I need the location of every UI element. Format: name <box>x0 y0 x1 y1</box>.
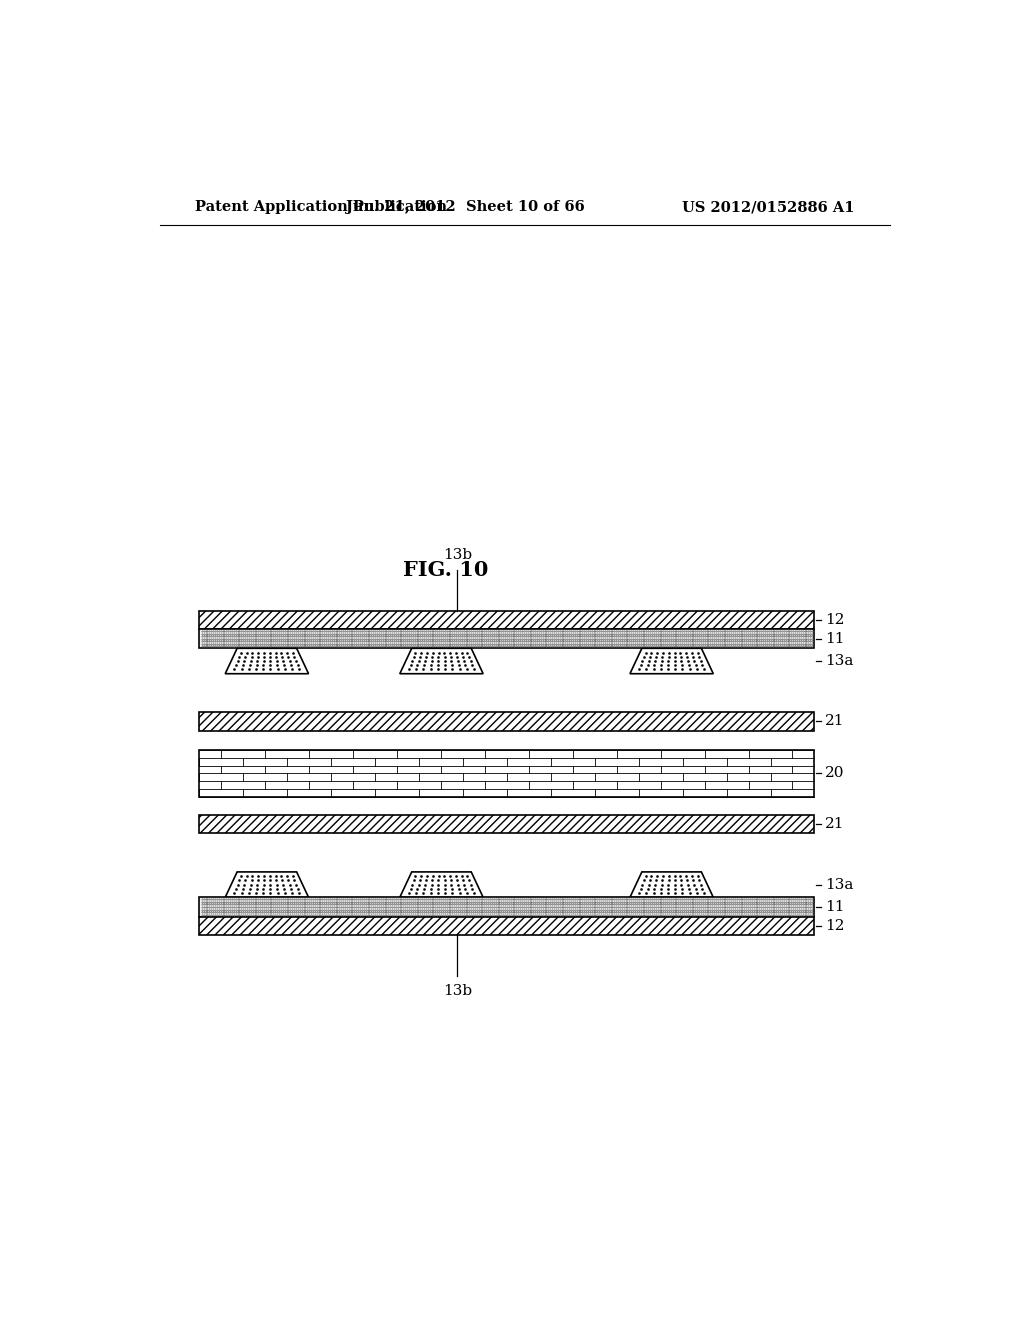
Text: Patent Application Publication: Patent Application Publication <box>196 201 447 214</box>
Bar <box>200 814 814 833</box>
Text: 11: 11 <box>824 632 844 645</box>
Polygon shape <box>399 648 483 673</box>
Polygon shape <box>225 873 308 898</box>
Text: Jun. 21, 2012  Sheet 10 of 66: Jun. 21, 2012 Sheet 10 of 66 <box>346 201 585 214</box>
Bar <box>200 713 814 731</box>
Text: 13a: 13a <box>824 653 853 668</box>
Polygon shape <box>399 873 483 898</box>
Text: 13b: 13b <box>442 983 472 998</box>
Text: 11: 11 <box>824 900 844 913</box>
Bar <box>200 630 814 648</box>
Text: 21: 21 <box>824 817 844 832</box>
Text: 13b: 13b <box>442 548 472 562</box>
Polygon shape <box>630 648 714 673</box>
Text: 20: 20 <box>824 767 844 780</box>
Text: 21: 21 <box>824 714 844 729</box>
Bar <box>200 611 814 630</box>
Polygon shape <box>630 873 714 898</box>
Polygon shape <box>225 648 308 673</box>
Text: 13a: 13a <box>824 878 853 891</box>
Text: FIG. 10: FIG. 10 <box>402 560 488 579</box>
Text: US 2012/0152886 A1: US 2012/0152886 A1 <box>682 201 854 214</box>
Bar <box>200 916 814 935</box>
Bar <box>200 750 814 797</box>
Text: 12: 12 <box>824 919 844 933</box>
Bar <box>200 898 814 916</box>
Text: 12: 12 <box>824 612 844 627</box>
